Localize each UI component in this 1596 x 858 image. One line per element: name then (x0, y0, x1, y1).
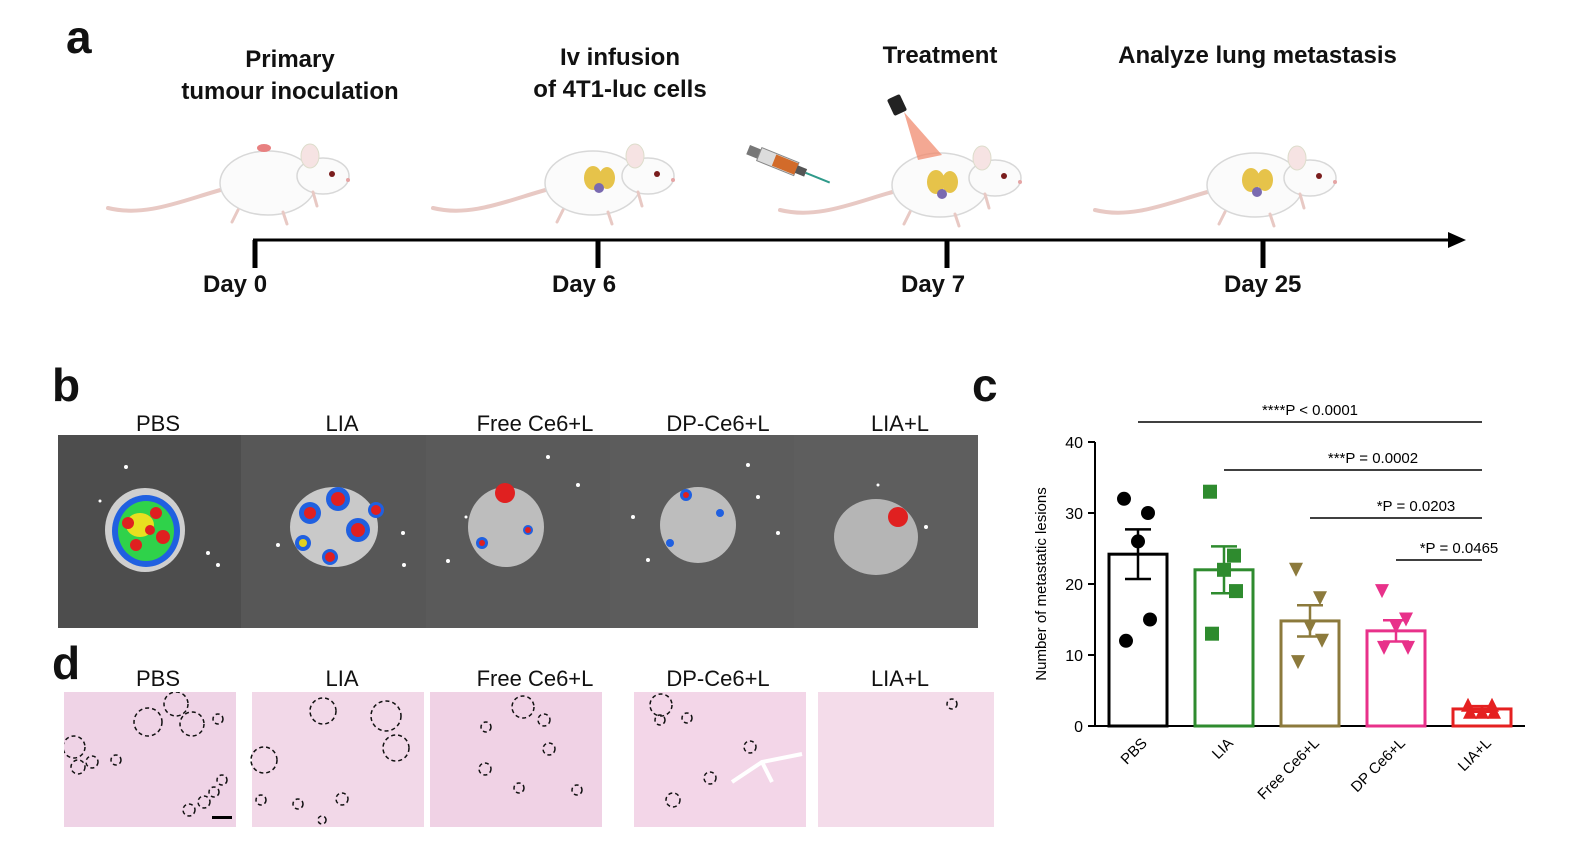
step-primary-inoculation: Primary tumour inoculation (150, 44, 430, 108)
imaging-label-lia-l: LIA+L (870, 411, 930, 436)
imaging-label-dp-ce6: DP-Ce6+L (666, 411, 770, 436)
step-line: tumour inoculation (181, 78, 399, 105)
step-analyze: Analyze lung metastasis (1090, 40, 1425, 72)
x-tick-label: LIA+L (1455, 735, 1495, 775)
histology-tile-pbs (64, 692, 236, 827)
data-point (1143, 612, 1157, 627)
step-line: Primary (245, 46, 335, 73)
imaging-label-lia: LIA (325, 411, 359, 436)
significance-label: *P = 0.0465 (1420, 540, 1499, 557)
data-point (1399, 612, 1413, 627)
step-line: Analyze lung metastasis (1118, 42, 1397, 69)
lung-image-dp-ce6 (660, 487, 736, 563)
data-point (1119, 633, 1133, 648)
lung-icon (1242, 168, 1273, 197)
significance-label: ***P = 0.0002 (1328, 450, 1418, 467)
data-point (1463, 704, 1477, 719)
data-point (1303, 619, 1317, 634)
data-point (1315, 633, 1329, 648)
data-point (1389, 619, 1403, 634)
step-line: of 4T1-luc cells (533, 76, 707, 103)
data-point (1229, 584, 1243, 599)
data-point (1375, 584, 1389, 599)
step-line: Iv infusion (560, 44, 680, 71)
lung-image-lia (290, 487, 384, 567)
histology-tile-free-ce6 (430, 692, 602, 827)
panel-c-letter: c (972, 359, 998, 411)
x-tick-label: DP Ce6+L (1348, 735, 1409, 796)
data-point (1289, 562, 1303, 577)
panel-b-letter: b (52, 359, 81, 411)
bioluminescence-strip (58, 435, 978, 628)
data-point (1401, 640, 1415, 655)
lung-icon (927, 170, 958, 199)
data-point (1141, 506, 1155, 520)
histology-label-dp-ce6: DP-Ce6+L (666, 666, 770, 691)
y-tick-label: 20 (1065, 577, 1083, 594)
y-axis-label: Number of metastatic lesions (1033, 487, 1050, 680)
histology-tile-dp-ce6 (634, 692, 806, 827)
y-tick-label: 10 (1065, 648, 1083, 665)
data-point (1205, 626, 1219, 641)
mouse-2 (431, 142, 677, 226)
histology-label-pbs: PBS (135, 666, 181, 691)
mouse-4 (1093, 144, 1339, 228)
timeline-illustration (106, 94, 1466, 268)
data-point (1117, 491, 1131, 506)
x-tick-label: PBS (1118, 735, 1151, 768)
histology-label-lia: LIA (325, 666, 359, 691)
bar (1193, 568, 1255, 728)
day-label: Day 0 (203, 271, 268, 298)
bar (1365, 629, 1427, 728)
data-point (1313, 591, 1327, 606)
step-treatment: Treatment (840, 40, 1040, 72)
histology-tile-lia (250, 692, 424, 827)
data-point (1487, 704, 1501, 719)
y-tick-label: 30 (1065, 506, 1083, 523)
y-tick-label: 40 (1065, 435, 1083, 452)
syringe-icon (746, 145, 831, 184)
data-point (1217, 562, 1231, 577)
data-point (1203, 484, 1217, 499)
panel-d-letter: d (52, 637, 81, 689)
lung-icon (584, 166, 615, 193)
imaging-specks (98, 455, 928, 567)
day-label: Day 7 (901, 271, 966, 298)
chart-metastatic-lesions: 0 10 20 30 40 Number of metastatic lesions PBS… (1033, 402, 1525, 803)
y-tick-label: 0 (1074, 719, 1083, 736)
panel-a-letter: a (66, 11, 92, 63)
histology-strip (64, 692, 994, 827)
mouse-1 (106, 142, 352, 226)
histology-label-free-ce6: Free Ce6+L (476, 666, 594, 691)
step-iv-infusion: Iv infusion of 4T1-luc cells (490, 42, 750, 106)
data-point (1227, 548, 1241, 563)
x-tick-label: LIA (1209, 735, 1237, 763)
data-point (1291, 655, 1305, 670)
step-line: Treatment (882, 42, 998, 69)
scale-bar (212, 816, 232, 819)
x-tick-label: Free Ce6+L (1254, 735, 1322, 803)
lung-image-pbs (105, 488, 185, 572)
timeline-arrow-icon (1448, 232, 1466, 248)
imaging-label-free-ce6: Free Ce6+L (476, 411, 594, 436)
histology-label-lia-l: LIA+L (870, 666, 930, 691)
significance-label: ****P < 0.0001 (1262, 402, 1358, 419)
data-point (1377, 640, 1391, 655)
data-point (1475, 704, 1489, 719)
day-label: Day 6 (552, 271, 617, 298)
lung-image-lia-l (834, 499, 918, 575)
histology-tile-lia-l (818, 692, 994, 827)
significance-label: *P = 0.0203 (1377, 498, 1456, 515)
mouse-3 (778, 144, 1024, 228)
laser-icon (887, 94, 942, 160)
data-point (1131, 534, 1145, 549)
day-label: Day 25 (1224, 271, 1302, 298)
lung-image-free-ce6 (468, 483, 544, 567)
imaging-label-pbs: PBS (135, 411, 181, 436)
